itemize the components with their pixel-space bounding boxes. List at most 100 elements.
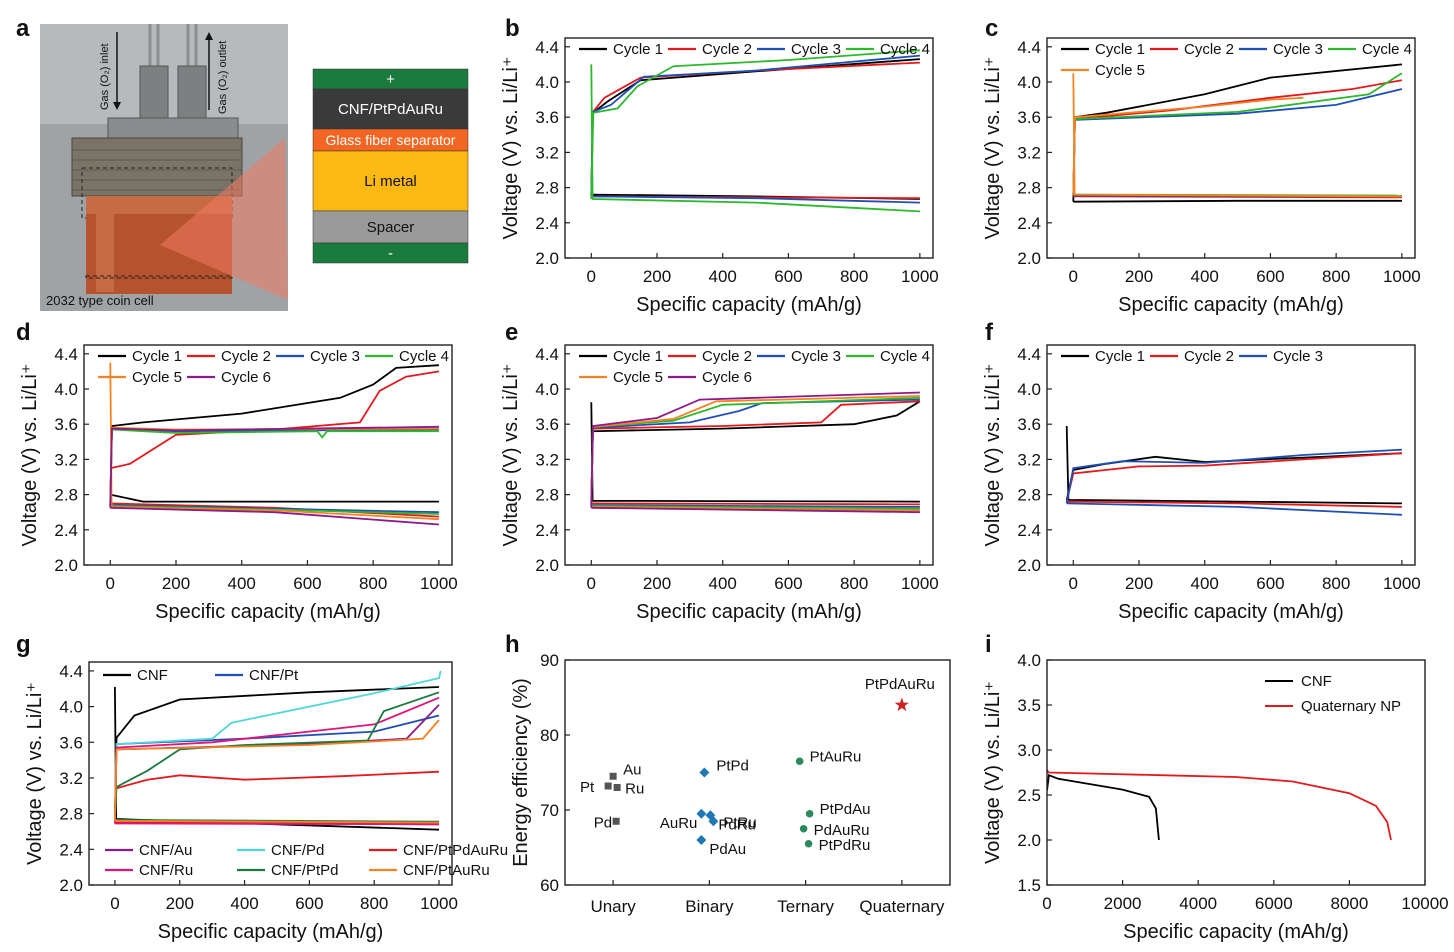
panel-h: h 60 70 80 90 Unary Binary Ternary Quaternary Ene… bbox=[505, 631, 951, 916]
series-line-cycle-4 bbox=[1072, 72, 1403, 195]
y-tick-label: 2.0 bbox=[535, 556, 559, 575]
legend-label: Cycle 5 bbox=[132, 369, 182, 386]
legend-label: Cycle 1 bbox=[613, 41, 663, 58]
series-line-cycle-5 bbox=[1072, 73, 1402, 198]
coin-cell-photo: Gas (O₂) inlet Gas (O₂) outlet 2032 type… bbox=[40, 24, 288, 311]
panel-label-f: f bbox=[985, 319, 994, 346]
x-tick-label: 800 bbox=[1322, 267, 1350, 286]
cell-stack-diagram: + CNF/PtPdAuRu Glass fiber separator Li met… bbox=[312, 68, 469, 264]
series-line-cycle-4 bbox=[591, 505, 920, 510]
point-label: PtPd bbox=[716, 758, 749, 775]
series-line-cycle-6 bbox=[590, 391, 920, 508]
series-line-cycle-1 bbox=[590, 402, 920, 503]
x-axis-label: Specific capacity (mAh/g) bbox=[636, 294, 862, 316]
y-tick-label: 2.4 bbox=[59, 840, 83, 859]
x-tick-label: 0 bbox=[1042, 894, 1051, 913]
panel-i: i 1.5 2.0 2.5 3.0 3.5 4.0 0 2000 4000 6000 8000 1000… bbox=[982, 631, 1449, 943]
x-tick-label: 6000 bbox=[1255, 894, 1293, 913]
series-line-cycle-5 bbox=[109, 426, 439, 507]
data-point-diamond bbox=[708, 816, 719, 827]
x-axis-label: Specific capacity (mAh/g) bbox=[1118, 294, 1344, 316]
y-axis-label: Voltage (V) vs. Li/Li⁺ bbox=[19, 364, 41, 547]
series-line-cnf-ptauru bbox=[114, 719, 440, 821]
x-tick-label: 200 bbox=[1125, 574, 1153, 593]
plot-frame bbox=[88, 661, 453, 886]
y-tick-label: 4.4 bbox=[535, 345, 559, 364]
point-label: Pd bbox=[594, 814, 612, 831]
plot-frame bbox=[1046, 659, 1426, 886]
y-tick-label: 4.4 bbox=[59, 662, 83, 681]
x-tick-label: 1000 bbox=[420, 574, 458, 593]
series-line-cycle-2 bbox=[591, 502, 920, 506]
y-tick-label: 4.4 bbox=[1017, 38, 1041, 57]
x-tick-label: 0 bbox=[110, 894, 119, 913]
category-label: Quaternary bbox=[859, 897, 945, 916]
y-tick-label: 70 bbox=[540, 801, 559, 820]
series-line-cnf-pt bbox=[114, 714, 440, 821]
series-line-cycle-3 bbox=[591, 195, 920, 204]
legend-label: Cycle 3 bbox=[791, 348, 841, 365]
legend-label: Cycle 3 bbox=[1273, 41, 1323, 58]
plot-frame bbox=[564, 659, 951, 886]
y-tick-label: 2.8 bbox=[1017, 486, 1041, 505]
series-group bbox=[1065, 425, 1402, 516]
y-tick-label: 2.0 bbox=[535, 249, 559, 268]
x-axis-label: Specific capacity (mAh/g) bbox=[1118, 601, 1344, 623]
panel-label-i: i bbox=[985, 631, 992, 658]
stack-layer-label: - bbox=[388, 245, 393, 262]
y-axis-label: Voltage (V) vs. Li/Li⁺ bbox=[24, 682, 46, 865]
plot-frame bbox=[564, 344, 934, 566]
x-tick-label: 800 bbox=[840, 267, 868, 286]
x-tick-label: 800 bbox=[1322, 574, 1350, 593]
legend-label: CNF/PtAuRu bbox=[403, 862, 490, 879]
series-group bbox=[1047, 769, 1392, 841]
point-label: PtAuRu bbox=[810, 748, 862, 765]
x-tick-label: 400 bbox=[230, 894, 258, 913]
legend-label: CNF/Pt bbox=[249, 667, 299, 684]
y-tick-label: 2.4 bbox=[535, 521, 559, 540]
series-line-cycle-6 bbox=[110, 506, 439, 526]
series-line-cnf-ptauru bbox=[114, 819, 440, 824]
series-line-cycle-1 bbox=[1072, 63, 1402, 202]
x-tick-label: 200 bbox=[162, 574, 190, 593]
y-tick-label: 3.2 bbox=[535, 450, 559, 469]
stack-layer-label: + bbox=[386, 71, 395, 88]
y-tick-label: 3.6 bbox=[1017, 415, 1041, 434]
series-line-cycle-5 bbox=[1072, 96, 1304, 195]
point-label: AuRu bbox=[660, 815, 698, 832]
series-line-cnf bbox=[1047, 773, 1160, 841]
series-line-cnf bbox=[114, 686, 440, 831]
panel-label-a: a bbox=[16, 15, 30, 42]
series-line-cycle-3 bbox=[591, 504, 920, 508]
stack-layer-label: CNF/PtPdAuRu bbox=[338, 101, 443, 118]
y-axis-label: Voltage (V) vs. Li/Li⁺ bbox=[982, 57, 1004, 240]
series-line-cycle-3 bbox=[1065, 448, 1402, 504]
stack-layer bbox=[312, 242, 469, 264]
legend-label: Cycle 4 bbox=[880, 348, 930, 365]
legend-label: Cycle 2 bbox=[1184, 348, 1234, 365]
panel-label-c: c bbox=[985, 15, 998, 42]
y-tick-label: 3.2 bbox=[1017, 450, 1041, 469]
stack-layer-label: Spacer bbox=[367, 219, 415, 236]
legend-label: CNF/Ru bbox=[139, 862, 193, 879]
series-line-cycle-3 bbox=[1066, 502, 1402, 516]
y-tick-label: 4.0 bbox=[1017, 651, 1041, 670]
y-axis-label: Voltage (V) vs. Li/Li⁺ bbox=[982, 681, 1004, 864]
point-label: Au bbox=[623, 761, 641, 778]
series-line-cnf-au bbox=[114, 704, 440, 823]
y-tick-label: 1.5 bbox=[1017, 876, 1041, 895]
plot-frame bbox=[83, 344, 453, 566]
series-line-cycle-2 bbox=[590, 400, 920, 504]
stack-layer-label: Li metal bbox=[364, 173, 417, 190]
point-label: PdAu bbox=[709, 841, 746, 858]
gas-outlet-label: Gas (O₂) outlet bbox=[217, 41, 229, 114]
panel-b: b 2.0 2.4 2.8 3.2 3.6 4.0 4.4 0 200 400 600 800 1000 S… bbox=[500, 15, 939, 316]
legend-label: Cycle 2 bbox=[1184, 41, 1234, 58]
data-point-circle bbox=[799, 824, 808, 833]
series-line-cycle-1 bbox=[110, 493, 439, 503]
stack-layer bbox=[312, 88, 469, 130]
series-line-cycle-4 bbox=[590, 49, 920, 200]
panel-d: d 2.0 2.4 2.8 3.2 3.6 4.0 4.4 0 200 400 600 800 1000 S… bbox=[16, 319, 458, 623]
coin-cell-label: 2032 type coin cell bbox=[46, 293, 154, 308]
series-line-cycle-1 bbox=[590, 400, 921, 501]
